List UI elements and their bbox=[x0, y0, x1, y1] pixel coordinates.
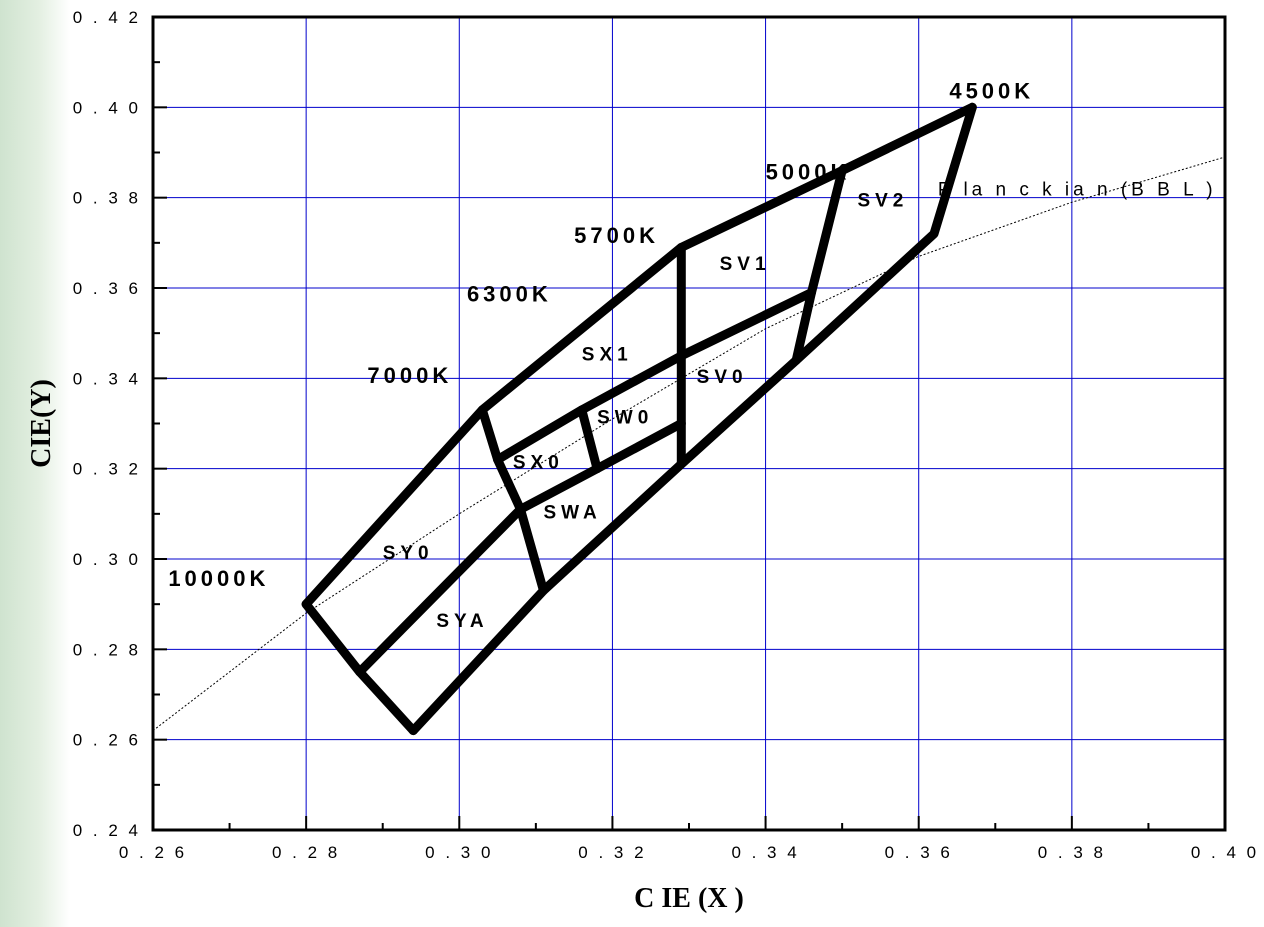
x-tick-label: 0 . 2 6 bbox=[119, 843, 187, 862]
y-tick-label: 0 . 4 0 bbox=[73, 98, 141, 117]
y-tick-label: 0 . 3 0 bbox=[73, 550, 141, 569]
x-tick-label: 0 . 3 2 bbox=[578, 843, 646, 862]
bin-divider-lower bbox=[355, 419, 686, 677]
x-tick-label: 0 . 3 4 bbox=[731, 843, 799, 862]
y-tick-label: 0 . 3 6 bbox=[73, 279, 141, 298]
bin-divider-5000k bbox=[791, 166, 847, 365]
chart-annotations: 10000K 7000K 6300K 5700K 5000K 4500K SV2 SV1 SX1… bbox=[168, 78, 1034, 632]
bin-boundary-lines bbox=[301, 102, 977, 736]
cct-label: 7000K bbox=[367, 363, 452, 388]
grid-lines bbox=[153, 17, 1225, 830]
cct-label: 4500K bbox=[949, 78, 1034, 103]
bin-label: SX0 bbox=[513, 453, 564, 474]
y-tick-label: 0 . 2 6 bbox=[73, 731, 141, 750]
bin-label: SV1 bbox=[720, 254, 771, 275]
bin-label: SV2 bbox=[857, 191, 908, 212]
bin-outline-upper bbox=[301, 102, 977, 609]
bin-divider-sw0 bbox=[577, 405, 602, 474]
cct-label: 5000K bbox=[766, 160, 851, 185]
bin-label: SV0 bbox=[697, 367, 748, 388]
x-axis-title: C IE (X ) bbox=[634, 883, 744, 914]
cct-label: 5700K bbox=[574, 223, 659, 248]
planckian-label: P la n c k ia n (B B L ) bbox=[938, 179, 1217, 200]
y-tick-label: 0 . 3 8 bbox=[73, 189, 141, 208]
axis-ticks bbox=[152, 16, 1226, 831]
cct-label: 6300K bbox=[467, 282, 552, 307]
bin-label: SX1 bbox=[582, 344, 633, 365]
x-tick-label: 0 . 3 8 bbox=[1038, 843, 1106, 862]
bin-label: SW0 bbox=[597, 408, 653, 429]
y-tick-label: 0 . 4 2 bbox=[73, 8, 141, 27]
cct-label: 10000K bbox=[168, 566, 269, 591]
x-tick-label: 0 . 3 0 bbox=[425, 843, 493, 862]
planckian-locus-line bbox=[152, 156, 1226, 731]
bin-outline-right bbox=[408, 102, 977, 736]
x-tick-label: 0 . 4 0 bbox=[1191, 843, 1259, 862]
y-axis-title: CIE(Y) bbox=[26, 379, 57, 468]
x-tick-label: 0 . 2 8 bbox=[272, 843, 340, 862]
axis-tick-labels: 0 . 2 6 0 . 2 8 0 . 3 0 0 . 3 2 0 . 3 4 0 . 3… bbox=[73, 8, 1259, 862]
bin-label: SWA bbox=[544, 502, 602, 523]
bin-divider-middle bbox=[493, 288, 816, 465]
y-tick-label: 0 . 3 2 bbox=[73, 460, 141, 479]
y-tick-label: 0 . 2 4 bbox=[73, 821, 141, 840]
decorative-left-band bbox=[0, 0, 70, 927]
x-tick-label: 0 . 3 6 bbox=[885, 843, 953, 862]
y-tick-label: 0 . 2 8 bbox=[73, 640, 141, 659]
y-tick-label: 0 . 3 4 bbox=[73, 369, 141, 388]
bin-label: SYA bbox=[436, 611, 488, 632]
plot-frame bbox=[151, 15, 1227, 832]
bin-divider-7000k bbox=[477, 405, 548, 596]
bin-label: SY0 bbox=[383, 543, 434, 564]
